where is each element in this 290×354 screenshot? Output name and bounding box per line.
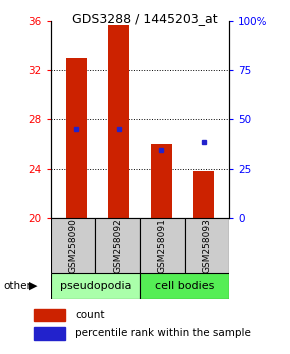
Text: other: other: [3, 281, 31, 291]
Bar: [51, 218, 95, 273]
Text: GSM258091: GSM258091: [158, 218, 167, 273]
Text: count: count: [75, 310, 104, 320]
Bar: [151, 144, 172, 218]
Text: GSM258093: GSM258093: [202, 218, 211, 273]
Text: GSM258092: GSM258092: [113, 218, 122, 273]
Bar: [51, 273, 140, 299]
Text: ▶: ▶: [29, 281, 38, 291]
Bar: [34, 327, 65, 340]
Bar: [184, 218, 229, 273]
Text: GDS3288 / 1445203_at: GDS3288 / 1445203_at: [72, 12, 218, 25]
Bar: [193, 171, 214, 218]
Bar: [34, 309, 65, 321]
Text: GSM258090: GSM258090: [68, 218, 77, 273]
Text: cell bodies: cell bodies: [155, 281, 214, 291]
Text: pseudopodia: pseudopodia: [59, 281, 131, 291]
Bar: [66, 58, 87, 218]
Bar: [108, 25, 129, 218]
Bar: [140, 218, 184, 273]
Bar: [95, 218, 140, 273]
Text: percentile rank within the sample: percentile rank within the sample: [75, 329, 251, 338]
Bar: [140, 273, 229, 299]
